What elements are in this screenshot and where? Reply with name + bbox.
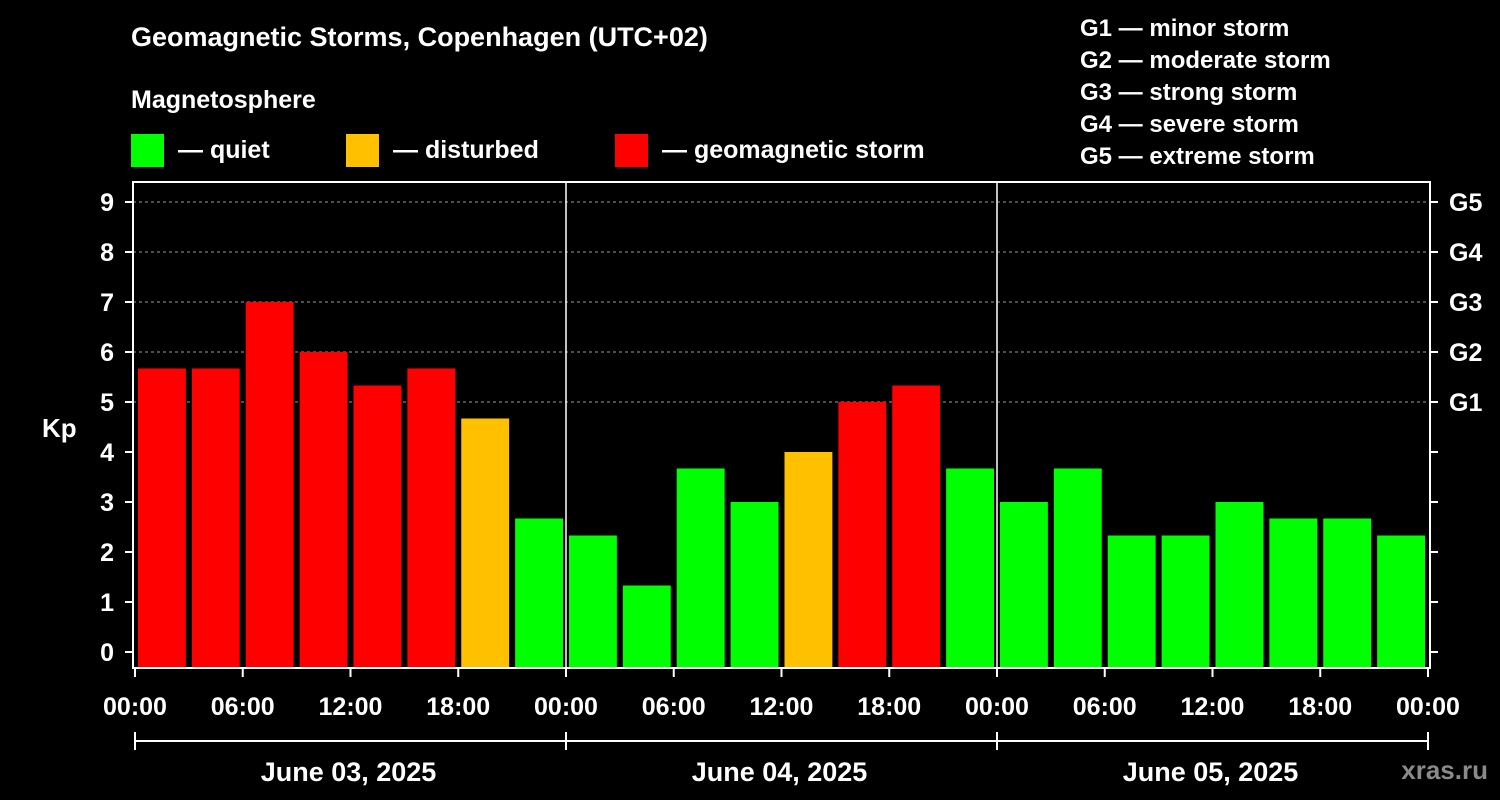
legend-item-storm: — geomagnetic storm	[615, 133, 925, 167]
kp-bar-1	[191, 368, 240, 668]
legend-label-quiet: — quiet	[178, 135, 270, 164]
legend-item-disturbed: — disturbed	[346, 133, 539, 167]
x-tick-label-2: 12:00	[319, 693, 383, 721]
storm-scale-list: G1 — minor storm G2 — moderate storm G3 …	[1080, 13, 1331, 173]
kp-bar-23	[1377, 535, 1425, 668]
kp-bar-0	[138, 368, 186, 668]
watermark: xras.ru	[1401, 755, 1488, 785]
kp-bar-12	[784, 452, 833, 668]
day-label-0: June 03, 2025	[261, 757, 437, 787]
x-tick-label-11: 18:00	[1288, 693, 1352, 721]
kp-bar-9	[622, 585, 671, 668]
y-tick-label-2: 2	[100, 539, 114, 567]
y-tick-label-5: 5	[100, 389, 114, 417]
kp-bar-3	[299, 352, 348, 668]
legend-label-storm: — geomagnetic storm	[662, 135, 925, 164]
kp-bar-20	[1215, 502, 1264, 668]
x-tick-label-10: 12:00	[1181, 693, 1245, 721]
kp-bar-14	[892, 385, 941, 668]
storm-scale-g5: G5 — extreme storm	[1080, 143, 1315, 170]
x-tick-label-6: 12:00	[750, 693, 814, 721]
y-tick-label-9: 9	[100, 189, 114, 217]
kp-bar-22	[1323, 518, 1372, 668]
right-tick-label-G5: G5	[1449, 189, 1482, 217]
storm-scale-g1: G1 — minor storm	[1080, 15, 1290, 42]
legend-heading: Magnetosphere	[131, 86, 316, 114]
x-tick-label-3: 18:00	[426, 693, 490, 721]
storm-scale-g4: G4 — severe storm	[1080, 111, 1299, 138]
chart-title: Geomagnetic Storms, Copenhagen (UTC+02)	[131, 22, 708, 52]
kp-bar-19	[1161, 535, 1210, 668]
storm-scale-g2: G2 — moderate storm	[1080, 47, 1331, 74]
y-tick-label-4: 4	[100, 439, 114, 467]
kp-bar-16	[1000, 502, 1048, 668]
x-tick-label-8: 00:00	[965, 693, 1029, 721]
y-tick-label-0: 0	[100, 639, 114, 667]
x-tick-label-5: 06:00	[642, 693, 706, 721]
x-tick-label-9: 06:00	[1073, 693, 1137, 721]
right-tick-label-G3: G3	[1449, 289, 1482, 317]
legend-item-quiet: — quiet	[131, 133, 270, 167]
kp-bar-18	[1107, 535, 1156, 668]
y-tick-label-6: 6	[100, 339, 114, 367]
kp-bar-8	[569, 535, 617, 668]
right-tick-label-G4: G4	[1449, 239, 1482, 267]
kp-bar-21	[1269, 518, 1318, 668]
y-axis-label: Kp	[42, 413, 77, 443]
kp-bar-15	[946, 468, 994, 668]
kp-bar-4	[353, 385, 402, 668]
x-tick-label-0: 00:00	[103, 693, 167, 721]
kp-bar-6	[461, 418, 510, 668]
kp-bar-2	[245, 302, 294, 668]
storm-scale-g3: G3 — strong storm	[1080, 79, 1298, 106]
x-tick-label-4: 00:00	[534, 693, 598, 721]
right-tick-label-G2: G2	[1449, 339, 1482, 367]
kp-bar-10	[676, 468, 725, 668]
y-tick-label-1: 1	[100, 589, 114, 617]
legend-swatch-storm	[615, 133, 648, 167]
kp-bar-7	[515, 518, 563, 668]
x-tick-label-12: 00:00	[1396, 693, 1460, 721]
legend-swatch-quiet	[131, 133, 164, 167]
legend-swatch-disturbed	[346, 133, 379, 167]
kp-bar-11	[730, 502, 779, 668]
day-label-2: June 05, 2025	[1123, 757, 1299, 787]
kp-bar-13	[838, 402, 887, 668]
kp-bar-5	[407, 368, 456, 668]
day-label-1: June 04, 2025	[692, 757, 868, 787]
y-tick-label-8: 8	[100, 239, 114, 267]
right-tick-label-G1: G1	[1449, 389, 1482, 417]
x-tick-label-1: 06:00	[211, 693, 275, 721]
y-tick-label-7: 7	[100, 289, 114, 317]
legend-label-disturbed: — disturbed	[393, 135, 539, 164]
x-tick-label-7: 18:00	[857, 693, 921, 721]
y-tick-label-3: 3	[100, 489, 114, 517]
kp-bar-17	[1053, 468, 1102, 668]
